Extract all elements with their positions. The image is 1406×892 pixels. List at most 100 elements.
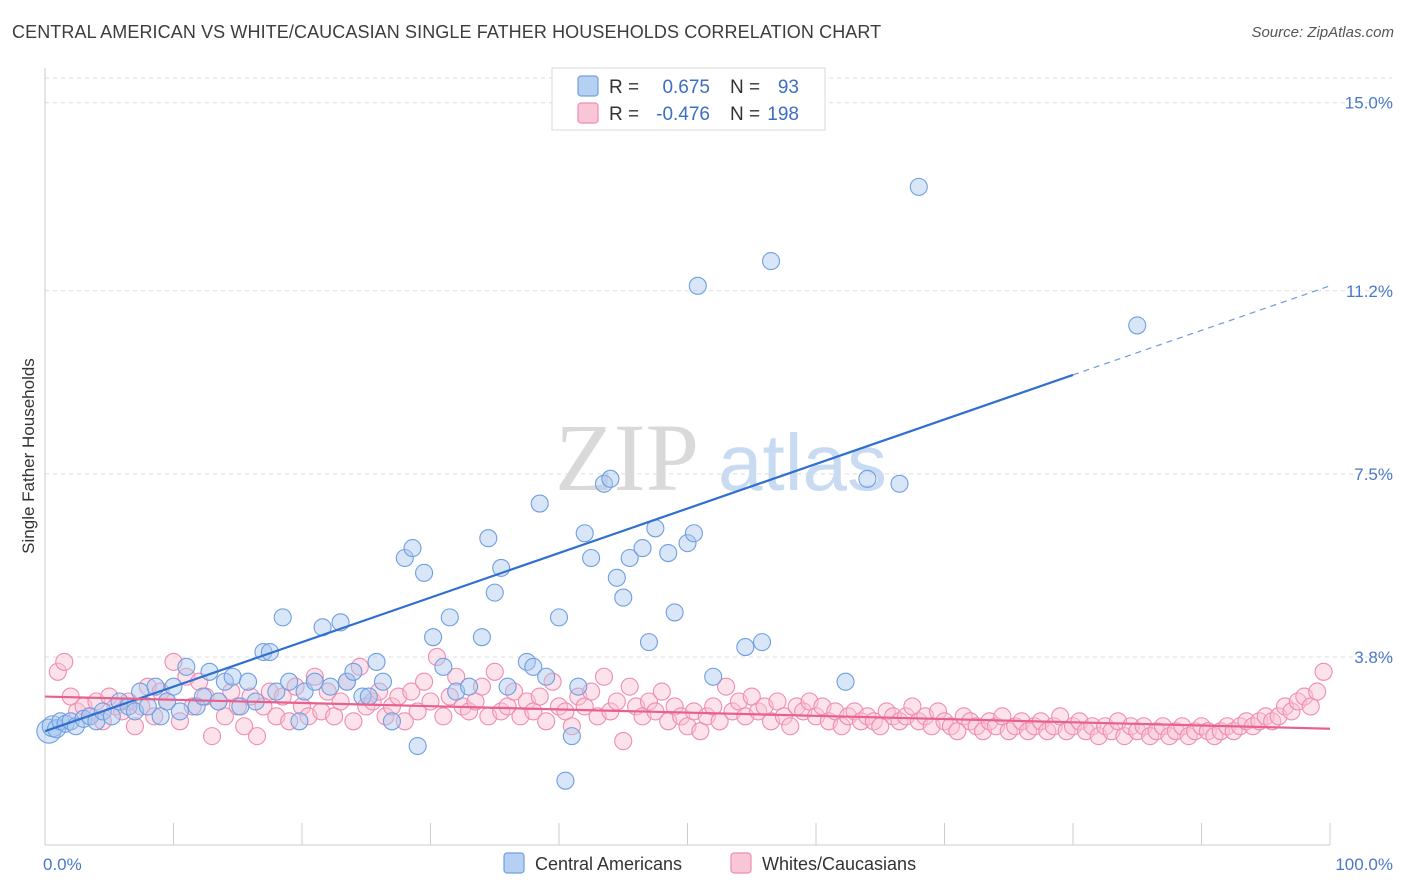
central-americans-point [665, 603, 684, 622]
central-americans-point [273, 608, 292, 627]
central-americans-point [472, 628, 491, 647]
whites-caucasians-point [395, 712, 414, 731]
central-americans-point [736, 638, 755, 657]
whites-caucasians-point [639, 692, 659, 711]
central-americans-point [836, 672, 855, 691]
central-americans-point [479, 529, 498, 548]
central-americans-point [537, 667, 556, 686]
whites-caucasians-point [203, 727, 222, 746]
legend-blue-n-label: N = [730, 77, 760, 98]
legend-pink-r-label: R = [609, 104, 639, 125]
central-americans-point [575, 524, 594, 543]
central-americans-point [187, 697, 206, 716]
central-americans-point [684, 524, 703, 543]
series-legend-whites-caucasians: Whites/Caucasians [762, 854, 916, 874]
central-americans-trend-extension [1072, 285, 1331, 376]
whites-caucasians-point [235, 717, 254, 736]
y-tick-label: 11.2% [1346, 282, 1393, 301]
central-americans-point [582, 548, 601, 568]
y-tick-label: 15.0% [1345, 94, 1393, 113]
whites-caucasians-point [1314, 662, 1333, 681]
central-americans-point [524, 657, 543, 676]
grid-lines [45, 77, 1392, 658]
x-tick-label-min: 0.0% [43, 855, 82, 874]
whites-caucasians-point [318, 682, 337, 701]
central-americans-point [170, 702, 189, 721]
central-americans-point [382, 712, 402, 731]
whites-caucasians-point [305, 667, 324, 686]
whites-caucasians-point [125, 717, 144, 736]
whites-caucasians-point [485, 662, 504, 681]
whites-caucasians-point [781, 717, 800, 736]
whites-caucasians-point [1308, 682, 1327, 701]
central-americans-point [704, 667, 723, 686]
central-americans-point [415, 563, 434, 582]
central-americans-point [280, 672, 299, 691]
y-tick-label: 7.5% [1354, 465, 1393, 484]
legend-blue-n-value: 93 [778, 77, 799, 98]
whites-caucasians-point [145, 707, 164, 726]
x-tick-label-max: 100.0% [1335, 855, 1393, 874]
trend-lines [44, 285, 1331, 733]
whites-caucasians-point [331, 692, 350, 711]
central-americans-point [373, 672, 393, 691]
axes [44, 68, 1331, 846]
central-americans-point [639, 633, 659, 652]
whites-caucasians-point [415, 672, 434, 691]
watermark-zip: ZIP [555, 404, 699, 511]
whites-caucasians-point [607, 692, 626, 711]
legend-pink-n-label: N = [730, 104, 760, 125]
whites-caucasians-point [170, 712, 189, 731]
central-americans-point [620, 548, 639, 568]
chart-source: Source: ZipAtlas.com [1251, 24, 1394, 41]
central-americans-point [678, 534, 697, 553]
whites-caucasians-point [537, 712, 556, 731]
central-americans-point [440, 608, 459, 627]
central-americans-point [909, 177, 928, 196]
series-legend: Central Americans Whites/Caucasians [503, 852, 916, 874]
central-americans-point [752, 633, 772, 652]
whites-caucasians-trend-line [44, 695, 1331, 730]
tick-labels: 3.8% 7.5% 11.2% 15.0% 0.0% 100.0% [43, 94, 1393, 874]
whites-caucasians-point [832, 717, 851, 736]
central-americans-point [858, 469, 877, 488]
whites-caucasians-point [370, 682, 389, 701]
series-legend-swatch-pink [730, 852, 752, 874]
central-americans-point [556, 771, 575, 790]
whites-caucasians-point [716, 677, 736, 696]
central-americans-point [321, 677, 340, 696]
watermark: ZIP atlas [555, 404, 887, 511]
central-americans-point [659, 543, 678, 563]
central-americans-point [530, 494, 549, 513]
central-americans-point [403, 539, 422, 558]
stats-legend: R = 0.675 N = 93 R = -0.476 N = 198 [551, 67, 826, 131]
legend-blue-r-value: 0.675 [662, 77, 710, 98]
central-americans-point [498, 677, 517, 696]
legend-pink-n-value: 198 [767, 104, 799, 125]
whites-caucasians-point [562, 717, 581, 736]
central-americans-point [305, 672, 324, 691]
central-americans-point [890, 474, 909, 493]
central-americans-trend-line [44, 373, 1074, 733]
y-axis-label: Single Father Households [19, 358, 38, 554]
whites-caucasians-point [614, 732, 633, 751]
central-americans-point [549, 608, 569, 627]
whites-caucasians-point [247, 727, 267, 746]
central-americans-point [367, 652, 386, 671]
central-americans-point [395, 548, 414, 568]
central-americans-point [194, 687, 213, 706]
series-legend-central-americans: Central Americans [535, 854, 682, 874]
series-legend-swatch-blue [503, 852, 525, 874]
central-americans-point [337, 672, 357, 691]
central-americans-point [633, 539, 652, 558]
watermark-atlas: atlas [718, 418, 887, 507]
central-americans-point [177, 657, 196, 676]
whites-caucasians-point [620, 677, 639, 696]
legend-swatch-blue [577, 75, 599, 97]
legend-blue-r-label: R = [609, 77, 639, 98]
central-americans-point [238, 672, 258, 691]
whites-caucasians-point [665, 697, 684, 716]
central-americans-point [601, 469, 620, 488]
whites-caucasians-point [344, 712, 363, 731]
